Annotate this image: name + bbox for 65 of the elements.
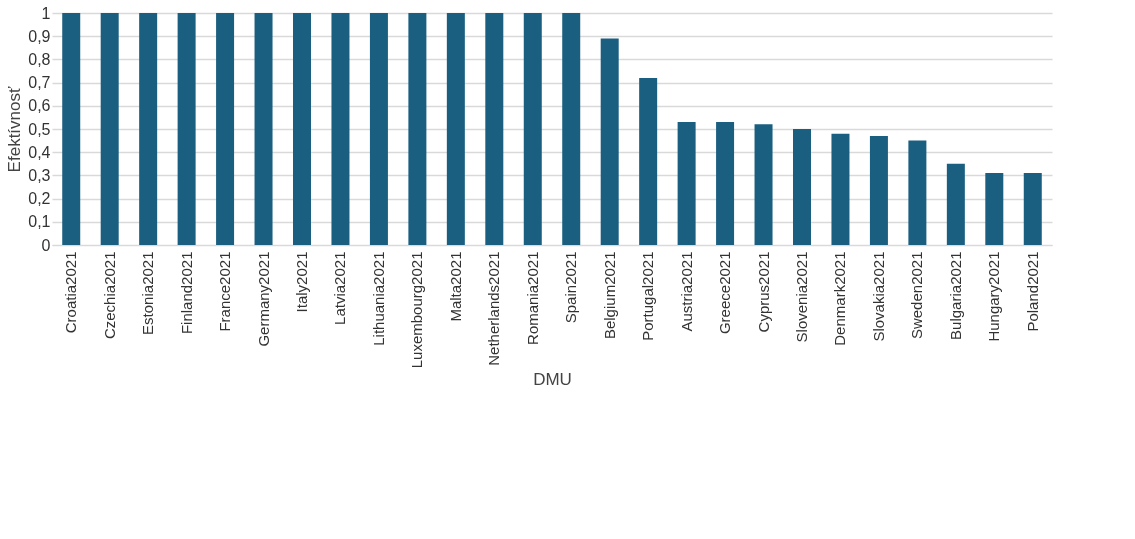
y-tick-label: 0,8 xyxy=(28,50,51,68)
bar xyxy=(562,13,581,245)
x-tick-label: Belgium2021 xyxy=(600,251,618,340)
bar xyxy=(446,13,465,245)
bar xyxy=(1023,173,1042,245)
y-tick-label: 0 xyxy=(41,236,51,254)
bar xyxy=(754,124,773,245)
y-tick-label: 0,3 xyxy=(28,166,51,184)
y-tick-label: 0,5 xyxy=(28,120,51,138)
bar xyxy=(677,122,696,245)
bar xyxy=(523,13,542,245)
bar xyxy=(408,13,427,245)
x-tick-label: Denmark2021 xyxy=(831,251,849,346)
x-tick-label: Portugal2021 xyxy=(639,251,657,341)
bar xyxy=(908,140,927,245)
y-tick-label: 0,1 xyxy=(28,213,51,231)
x-tick-label: Netherlands2021 xyxy=(485,251,503,366)
bar xyxy=(600,38,619,245)
x-tick-label: Germany2021 xyxy=(254,251,272,347)
x-tick-label: Sweden2021 xyxy=(908,251,926,340)
x-tick-label: Croatia2021 xyxy=(62,251,80,334)
x-tick-label: Czechia2021 xyxy=(100,251,118,340)
x-tick-label: Estonia2021 xyxy=(139,251,157,335)
x-tick-label: Slovenia2021 xyxy=(793,251,810,343)
x-axis-title: DMU xyxy=(533,370,572,390)
bar xyxy=(369,13,388,245)
bar xyxy=(485,13,504,245)
x-tick-label: Hungary2021 xyxy=(985,251,1003,342)
bar xyxy=(869,135,888,245)
y-tick-label: 0,4 xyxy=(28,143,51,161)
x-tick-label: Poland2021 xyxy=(1023,251,1041,332)
bar xyxy=(793,129,811,245)
x-tick-label: Greece2021 xyxy=(716,251,734,335)
x-tick-label: France2021 xyxy=(216,251,234,332)
bar xyxy=(100,13,119,245)
x-tick-label: Italy2021 xyxy=(293,251,310,313)
bar xyxy=(216,13,235,245)
bar xyxy=(946,163,965,245)
x-tick-label: Finland2021 xyxy=(177,251,195,335)
x-tick-label: Luxembourg2021 xyxy=(408,251,426,369)
x-tick-label: Malta2021 xyxy=(446,251,464,322)
y-tick-label: 0,7 xyxy=(28,74,51,92)
x-tick-label: Cyprus2021 xyxy=(754,251,772,333)
bar xyxy=(331,13,350,245)
bar xyxy=(293,13,311,245)
x-tick-label: Slovakia2021 xyxy=(869,251,887,342)
x-tick-label: Austria2021 xyxy=(677,251,695,332)
y-tick-label: 1 xyxy=(41,4,51,22)
x-tick-label: Bulgaria2021 xyxy=(946,251,964,340)
bar xyxy=(254,13,273,245)
x-tick-label: Romania2021 xyxy=(523,251,541,345)
bar xyxy=(716,122,735,245)
y-tick-label: 0,2 xyxy=(28,190,51,208)
bar xyxy=(177,13,196,245)
bar xyxy=(985,173,1004,245)
y-tick-label: 0,6 xyxy=(28,97,51,115)
y-axis-title: Efektívnosť xyxy=(5,86,25,173)
bar xyxy=(139,13,158,245)
bar xyxy=(639,77,658,245)
bar xyxy=(62,13,81,245)
x-tick-label: Lithuania2021 xyxy=(369,251,387,346)
x-tick-label: Spain2021 xyxy=(562,251,580,324)
x-tick-label: Latvia2021 xyxy=(331,251,349,325)
y-tick-label: 0,9 xyxy=(28,27,51,45)
bar xyxy=(831,133,850,245)
